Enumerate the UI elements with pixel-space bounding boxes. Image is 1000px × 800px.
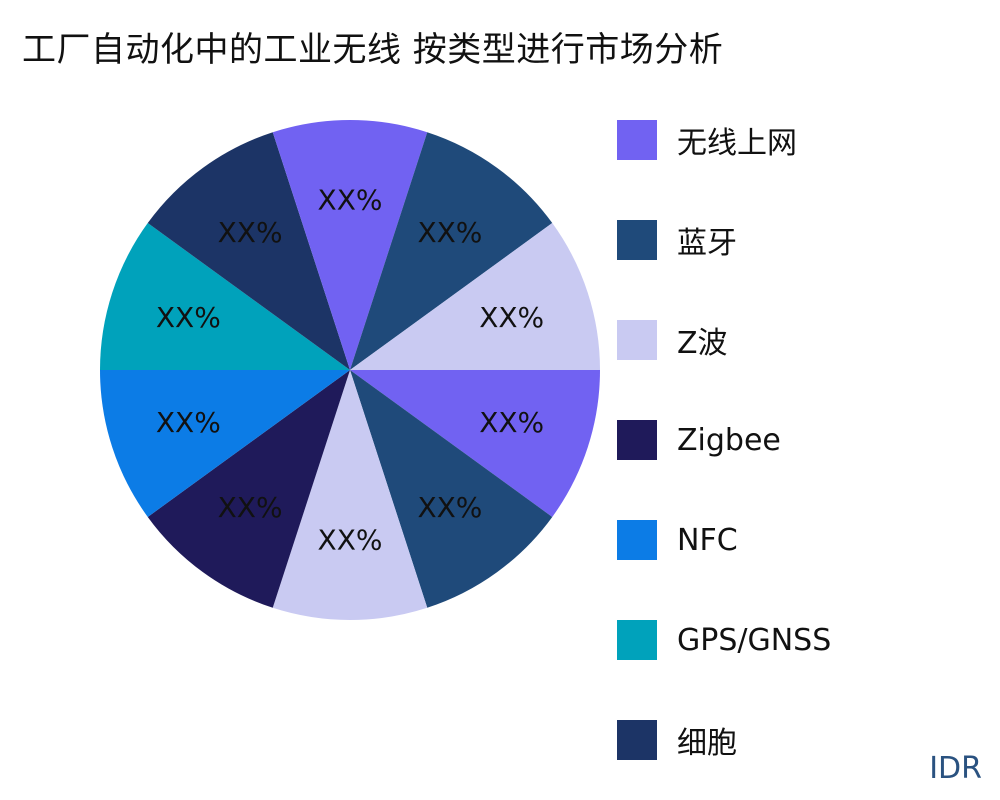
pie-slice-label: XX% bbox=[156, 301, 221, 334]
pie-slices bbox=[100, 119, 600, 620]
pie-labels: XX% XX% XX% XX% XX% XX% XX% XX% XX% XX% bbox=[156, 184, 544, 557]
pie-slice-label: XX% bbox=[156, 406, 221, 439]
legend-item: GPS/GNSS bbox=[617, 620, 831, 660]
legend-label: 细胞 bbox=[677, 726, 737, 761]
legend-swatch bbox=[617, 520, 657, 560]
pie-slice bbox=[350, 370, 600, 517]
pie-slice-label: XX% bbox=[417, 216, 482, 249]
pie-slice-label: XX% bbox=[479, 406, 544, 439]
legend-label: Zigbee bbox=[677, 422, 781, 458]
pie-slice bbox=[100, 223, 350, 370]
pie-slice bbox=[350, 132, 553, 370]
pie-slice-label: XX% bbox=[417, 491, 482, 524]
watermark: IDR bbox=[929, 751, 982, 786]
pie-slice bbox=[350, 223, 600, 370]
legend-item: Zigbee bbox=[617, 420, 831, 460]
legend-item: NFC bbox=[617, 520, 831, 560]
pie-slice bbox=[100, 370, 350, 517]
legend-label: GPS/GNSS bbox=[677, 622, 832, 658]
legend-label: 无线上网 bbox=[677, 126, 797, 161]
legend-label: Z波 bbox=[677, 326, 728, 361]
legend-swatch bbox=[617, 220, 657, 260]
legend-swatch bbox=[617, 620, 657, 660]
legend-item: 细胞 bbox=[617, 720, 831, 761]
legend-swatch bbox=[617, 320, 657, 360]
legend-item: Z波 bbox=[617, 320, 831, 361]
pie-slice bbox=[272, 370, 428, 620]
chart-title: 工厂自动化中的工业无线 按类型进行市场分析 bbox=[22, 30, 724, 70]
pie-slice bbox=[147, 370, 350, 608]
pie-slice bbox=[147, 132, 350, 370]
pie-slice-label: XX% bbox=[218, 216, 283, 249]
legend-label: NFC bbox=[677, 522, 738, 558]
legend: 无线上网蓝牙 Z波 Zigbee NFC GPS/GNSS 细胞 bbox=[617, 120, 831, 761]
pie-slice-label: XX% bbox=[318, 184, 383, 217]
legend-swatch bbox=[617, 720, 657, 760]
pie-slice bbox=[350, 370, 553, 608]
legend-item: 蓝牙 bbox=[617, 220, 831, 261]
legend-swatch bbox=[617, 420, 657, 460]
pie-slice-label: XX% bbox=[479, 301, 544, 334]
pie-slice-label: XX% bbox=[218, 491, 283, 524]
pie-slice-label: XX% bbox=[318, 524, 383, 557]
legend-label: 蓝牙 bbox=[677, 226, 737, 261]
legend-item: 无线上网 bbox=[617, 120, 831, 161]
pie-slice bbox=[272, 119, 428, 370]
legend-swatch bbox=[617, 120, 657, 160]
